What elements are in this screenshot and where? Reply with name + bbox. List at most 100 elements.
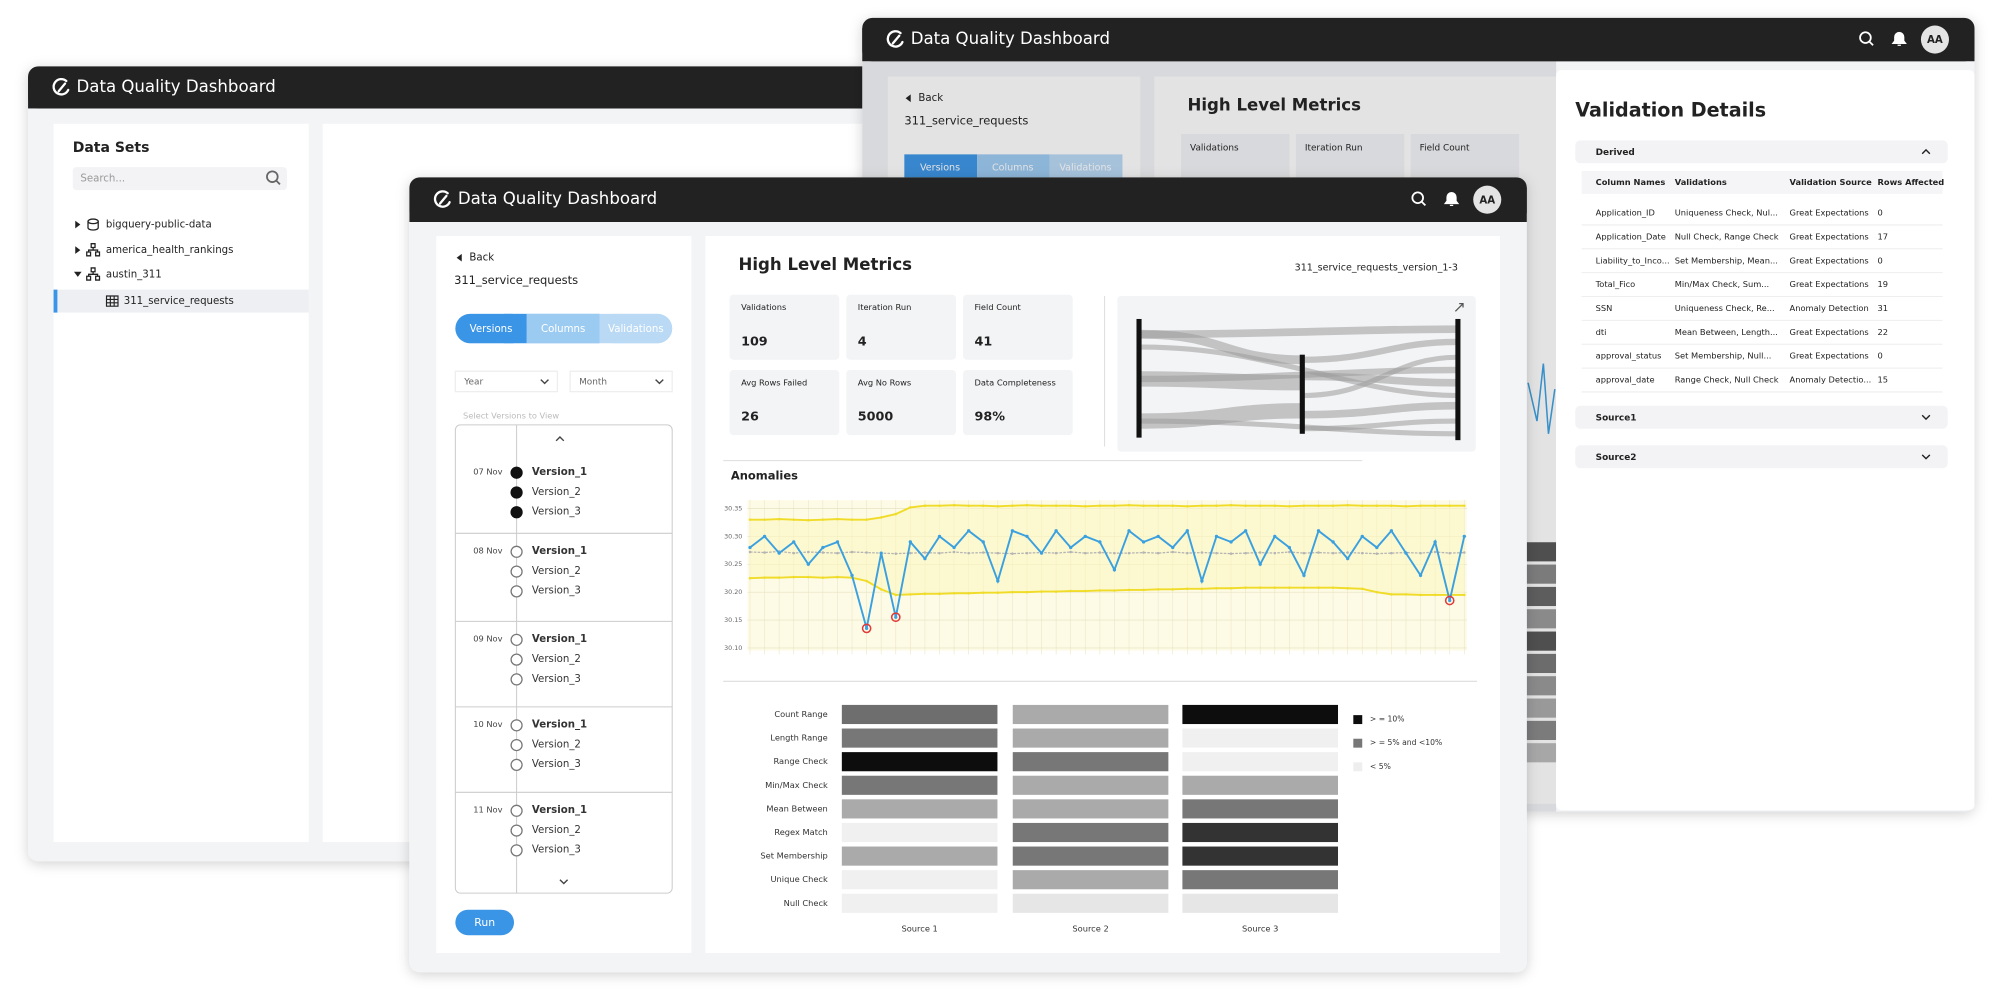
bell-icon[interactable] — [1443, 192, 1460, 207]
section-label[interactable]: Derived — [1596, 148, 1635, 158]
data-point — [763, 518, 766, 521]
tree-toggle[interactable] — [75, 246, 81, 254]
search-box[interactable] — [72, 167, 287, 191]
dropdown-label[interactable]: Year — [463, 378, 483, 388]
version-radio[interactable] — [510, 844, 523, 857]
avatar-initials[interactable]: AA — [1479, 195, 1495, 206]
version-radio[interactable] — [510, 545, 523, 558]
tab[interactable] — [977, 154, 1050, 180]
bell-icon[interactable] — [1891, 31, 1907, 46]
table-header-cell: Validations — [1675, 177, 1727, 187]
search-icon[interactable] — [1411, 191, 1427, 207]
tab-label[interactable]: Columns — [992, 162, 1034, 173]
version-radio[interactable] — [510, 633, 523, 646]
tree-item[interactable]: america_health_rankings — [106, 245, 234, 256]
version-radio[interactable] — [510, 673, 523, 686]
heatmap-cell — [841, 822, 998, 843]
version-label[interactable]: Version_2 — [532, 825, 581, 836]
back-link[interactable]: Back — [469, 253, 494, 264]
avatar-initials[interactable]: AA — [1927, 35, 1943, 46]
data-point — [792, 540, 796, 544]
chevron — [655, 379, 664, 385]
data-point — [1244, 586, 1247, 589]
data-point — [1054, 551, 1058, 555]
tree-toggle[interactable] — [73, 271, 82, 277]
dropdown[interactable] — [569, 370, 673, 393]
version-radio[interactable] — [510, 719, 523, 732]
version-label[interactable]: Version_2 — [532, 487, 581, 498]
table-cell: Set Membership, Mean... — [1675, 255, 1778, 265]
tree-item[interactable]: bigquery-public-data — [106, 220, 212, 231]
avatar[interactable] — [1473, 185, 1502, 214]
section-label[interactable]: Source2 — [1596, 453, 1637, 463]
data-point — [821, 576, 825, 579]
version-label[interactable]: Version_1 — [532, 546, 587, 557]
version-label[interactable]: Version_1 — [532, 720, 587, 731]
version-label[interactable]: Version_1 — [532, 805, 587, 816]
section-header[interactable] — [1575, 405, 1948, 429]
tree-toggle[interactable] — [75, 220, 81, 229]
version-radio[interactable] — [510, 506, 523, 519]
tree-item[interactable]: 311_service_requests — [124, 296, 234, 307]
dropdown[interactable] — [454, 370, 559, 393]
version-label[interactable]: Version_2 — [532, 566, 581, 577]
search-icon[interactable] — [266, 170, 281, 185]
run-label[interactable]: Run — [474, 916, 495, 929]
table-cell: approval_date — [1596, 375, 1655, 385]
version-radio[interactable] — [510, 565, 523, 578]
version-label[interactable]: Version_2 — [532, 654, 581, 665]
data-point — [821, 545, 825, 550]
version-label[interactable]: Version_1 — [532, 634, 587, 645]
expand-icon[interactable] — [1454, 303, 1464, 312]
version-radio[interactable] — [510, 758, 523, 772]
tree-item[interactable]: austin_311 — [106, 269, 162, 280]
data-point — [807, 575, 810, 579]
data-point — [894, 512, 898, 516]
version-label[interactable]: Version_3 — [532, 845, 581, 856]
data-point — [807, 518, 810, 522]
version-radio[interactable] — [510, 486, 523, 499]
tab-label[interactable]: Versions — [470, 324, 513, 335]
version-label[interactable]: Version_3 — [532, 586, 581, 597]
version-label[interactable]: Version_2 — [532, 739, 581, 750]
data-point — [1390, 593, 1393, 596]
tab-label[interactable]: Columns — [541, 324, 585, 335]
flow-node — [1455, 318, 1461, 441]
version-radio[interactable] — [510, 466, 523, 479]
data-point — [1346, 557, 1350, 561]
tab-label[interactable]: Versions — [920, 162, 960, 173]
version-label[interactable]: Version_3 — [532, 759, 581, 770]
version-label[interactable]: Version_3 — [532, 674, 581, 685]
data-point — [748, 550, 752, 554]
section-header[interactable] — [1575, 140, 1948, 164]
version-radio[interactable] — [510, 653, 523, 666]
back-link[interactable]: Back — [918, 93, 943, 104]
version-radio[interactable] — [510, 824, 523, 837]
avatar[interactable] — [1920, 25, 1949, 54]
version-radio[interactable] — [510, 585, 523, 598]
metric-label: Field Count — [974, 302, 1021, 312]
tab[interactable] — [526, 313, 600, 344]
section-label[interactable]: Source1 — [1596, 413, 1637, 423]
data-point — [938, 504, 941, 507]
data-point — [1302, 504, 1306, 507]
tab[interactable] — [1049, 154, 1123, 180]
tab-label[interactable]: Validations — [608, 324, 664, 335]
data-point — [1448, 504, 1451, 507]
section-header[interactable] — [1575, 445, 1948, 469]
version-label[interactable]: Version_3 — [532, 507, 581, 518]
data-point — [1011, 504, 1014, 507]
search-icon[interactable] — [1859, 31, 1874, 46]
version-radio[interactable] — [510, 738, 523, 752]
bg-cell — [1526, 631, 1557, 651]
dropdown-label[interactable]: Month — [579, 378, 607, 388]
heatmap-cell — [1182, 870, 1339, 890]
tab[interactable] — [599, 313, 673, 344]
tab[interactable] — [904, 154, 978, 180]
tab-label[interactable]: Validations — [1059, 162, 1111, 173]
version-radio[interactable] — [510, 804, 523, 817]
version-label[interactable]: Version_1 — [532, 467, 587, 478]
run-button[interactable] — [455, 909, 515, 936]
heatmap-row-label: Null Check — [784, 898, 828, 908]
